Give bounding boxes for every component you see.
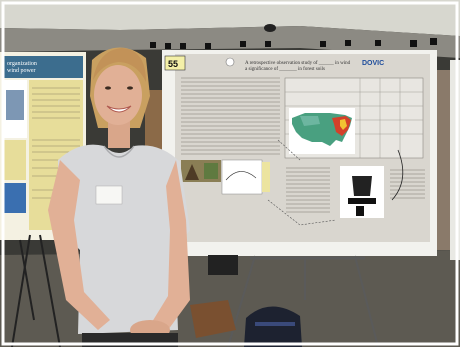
left-poster-blue-image xyxy=(4,183,26,213)
poster-number-card xyxy=(164,55,186,71)
us-map xyxy=(289,108,355,154)
left-easel xyxy=(11,234,61,347)
dark-object xyxy=(208,255,238,275)
poster-number: 55 xyxy=(168,59,178,69)
smile xyxy=(106,105,132,113)
right-window xyxy=(450,60,460,260)
left-poster-title: organization wind power xyxy=(7,61,37,74)
shirt xyxy=(58,144,190,334)
left-eye xyxy=(105,86,111,90)
neck xyxy=(108,118,130,148)
right-arm xyxy=(152,160,190,330)
poster-logo: DOVIC xyxy=(362,60,384,67)
brown-bag xyxy=(190,300,236,338)
ceiling-lights xyxy=(150,24,437,49)
poster-text-lines xyxy=(181,77,425,213)
backpack xyxy=(244,306,302,347)
poster-board: A retrospective observation study of ___… xyxy=(162,50,437,256)
right-eye xyxy=(127,86,133,90)
left-poster-header xyxy=(3,56,83,78)
poster-diagram xyxy=(221,159,263,195)
poster-easel xyxy=(227,255,379,347)
left-arm xyxy=(48,160,110,330)
poster-seal xyxy=(225,57,235,67)
name-tag xyxy=(95,185,123,205)
poster-title: A retrospective observation study of ___… xyxy=(245,61,351,72)
person xyxy=(48,47,190,347)
ceiling xyxy=(0,0,460,36)
face xyxy=(94,65,142,125)
